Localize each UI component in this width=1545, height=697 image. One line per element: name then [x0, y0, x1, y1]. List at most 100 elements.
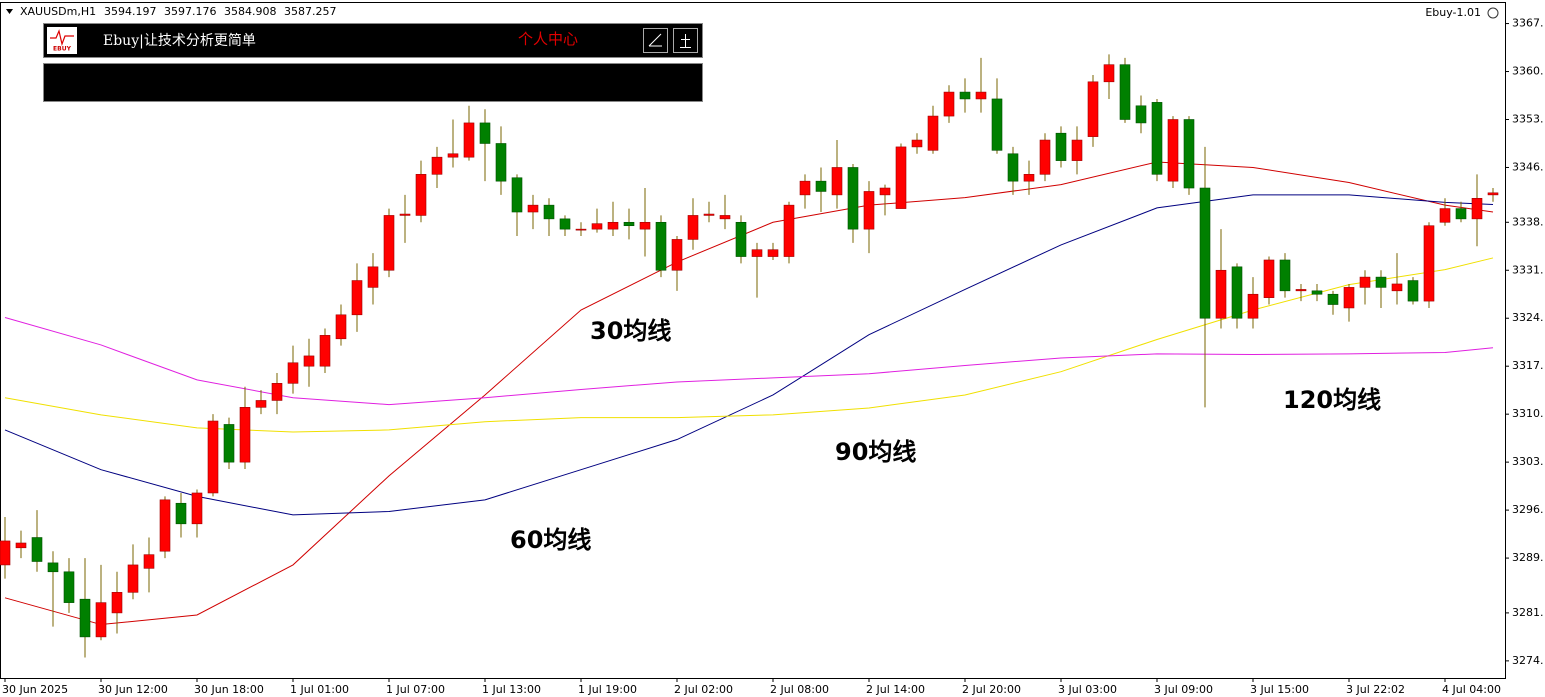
candle-body	[287, 362, 299, 384]
candle-body	[1247, 293, 1259, 319]
candle-body	[703, 213, 715, 216]
candle-body	[639, 221, 651, 230]
candle-body	[975, 91, 987, 100]
candle-body	[1071, 139, 1083, 161]
candle-body	[1343, 287, 1355, 309]
candle-body	[1167, 119, 1179, 182]
candle-body	[783, 204, 795, 257]
candle-body	[991, 98, 1003, 151]
ohlc-low: 3584.908	[224, 5, 277, 18]
x-tick-label: 2 Jul 02:00	[674, 683, 733, 696]
x-tick-label: 2 Jul 20:00	[962, 683, 1021, 696]
user-center[interactable]: 个人中心	[518, 30, 578, 48]
menu-arrow[interactable]	[6, 9, 13, 14]
candle-body	[607, 221, 619, 230]
candle-body	[1119, 64, 1131, 120]
candle-body	[847, 167, 859, 230]
moving-average	[4, 257, 1494, 433]
x-tick-label: 1 Jul 19:00	[578, 683, 637, 696]
logo-box	[47, 27, 77, 54]
candle-body	[31, 537, 43, 562]
draw-button[interactable]	[643, 28, 668, 53]
y-tick-label: 3367.	[1512, 17, 1544, 30]
candle-body	[511, 177, 523, 213]
candle-body	[1279, 259, 1291, 292]
candle-body	[127, 564, 139, 593]
moving-average	[4, 194, 1494, 516]
candle-body	[927, 115, 939, 151]
candle-body	[943, 91, 955, 117]
candle-body	[191, 492, 203, 525]
candle-body	[863, 191, 875, 230]
ma-label: 60均线	[510, 526, 591, 554]
x-tick-label: 1 Jul 07:00	[386, 683, 445, 696]
x-tick-label: 3 Jul 22:02	[1346, 683, 1405, 696]
candle-body	[655, 221, 667, 271]
candle-body	[1487, 192, 1499, 196]
candle-body	[495, 143, 507, 182]
candle-body	[1039, 139, 1051, 175]
logo-text: EBUY	[53, 46, 72, 53]
candle-body	[911, 139, 923, 148]
x-tick-label: 30 Jun 12:00	[98, 683, 168, 696]
candle-body	[447, 153, 459, 158]
candle-body	[79, 598, 91, 638]
candle-body	[559, 218, 571, 230]
candle-body	[367, 266, 379, 288]
candle-body	[335, 314, 347, 340]
candle-body	[1439, 208, 1451, 223]
candle-body	[719, 215, 731, 220]
y-tick-label: 3324.	[1512, 311, 1544, 324]
x-tick-label: 4 Jul 04:00	[1442, 683, 1501, 696]
candle-body	[1151, 102, 1163, 175]
x-tick-label: 30 Jun 2025	[2, 683, 68, 696]
ma-label: 90均线	[835, 438, 916, 466]
logo-icon	[50, 29, 74, 47]
y-tick-label: 3317.	[1512, 359, 1544, 372]
candle-body	[1391, 283, 1403, 292]
candle-body	[239, 407, 251, 463]
candle-body	[0, 540, 11, 566]
close-indicator[interactable]	[1487, 7, 1499, 19]
candle-body	[751, 249, 763, 257]
y-tick-label: 3346.	[1512, 160, 1544, 173]
y-tick-label: 3274.	[1512, 654, 1544, 667]
candle-body	[575, 228, 587, 231]
candle-body	[543, 204, 555, 220]
y-tick-label: 3303.	[1512, 455, 1544, 468]
candle-body	[111, 592, 123, 614]
candle-body	[383, 215, 395, 271]
indicator-name: Ebuy-1.01	[1425, 6, 1481, 19]
x-tick-label: 1 Jul 13:00	[482, 683, 541, 696]
candle-body	[143, 554, 155, 569]
x-tick-label: 30 Jun 18:00	[194, 683, 264, 696]
candle-body	[1055, 132, 1067, 161]
x-tick-label: 1 Jul 01:00	[290, 683, 349, 696]
ohlc-open: 3594.197	[104, 5, 157, 18]
candle-body	[1103, 64, 1115, 83]
candle-body	[687, 215, 699, 240]
candle-body	[1375, 276, 1387, 288]
candle-body	[831, 167, 843, 196]
candle-body	[1263, 259, 1275, 298]
candle-body	[1007, 153, 1019, 182]
candle-body	[767, 249, 779, 257]
y-tick-label: 3353.	[1512, 112, 1544, 125]
x-tick-label: 3 Jul 15:00	[1250, 683, 1309, 696]
candle-body	[415, 174, 427, 216]
candle-body	[319, 335, 331, 367]
y-tick-label: 3310.	[1512, 407, 1544, 420]
candle-body	[1311, 290, 1323, 295]
plot: 3274. 3281. 3289. 3296. 3303. 3310. 3317. 3324.…	[0, 17, 1544, 696]
y-tick-label: 3289.	[1512, 551, 1544, 564]
candle-body	[63, 571, 75, 603]
candle-body	[159, 499, 171, 552]
candle-body	[1135, 105, 1147, 124]
y-tick-label: 3338.	[1512, 215, 1544, 228]
candle-body	[1231, 266, 1243, 319]
y-tick-label: 3331.	[1512, 263, 1544, 276]
ohlc-high: 3597.176	[164, 5, 217, 18]
candle-body	[815, 180, 827, 192]
